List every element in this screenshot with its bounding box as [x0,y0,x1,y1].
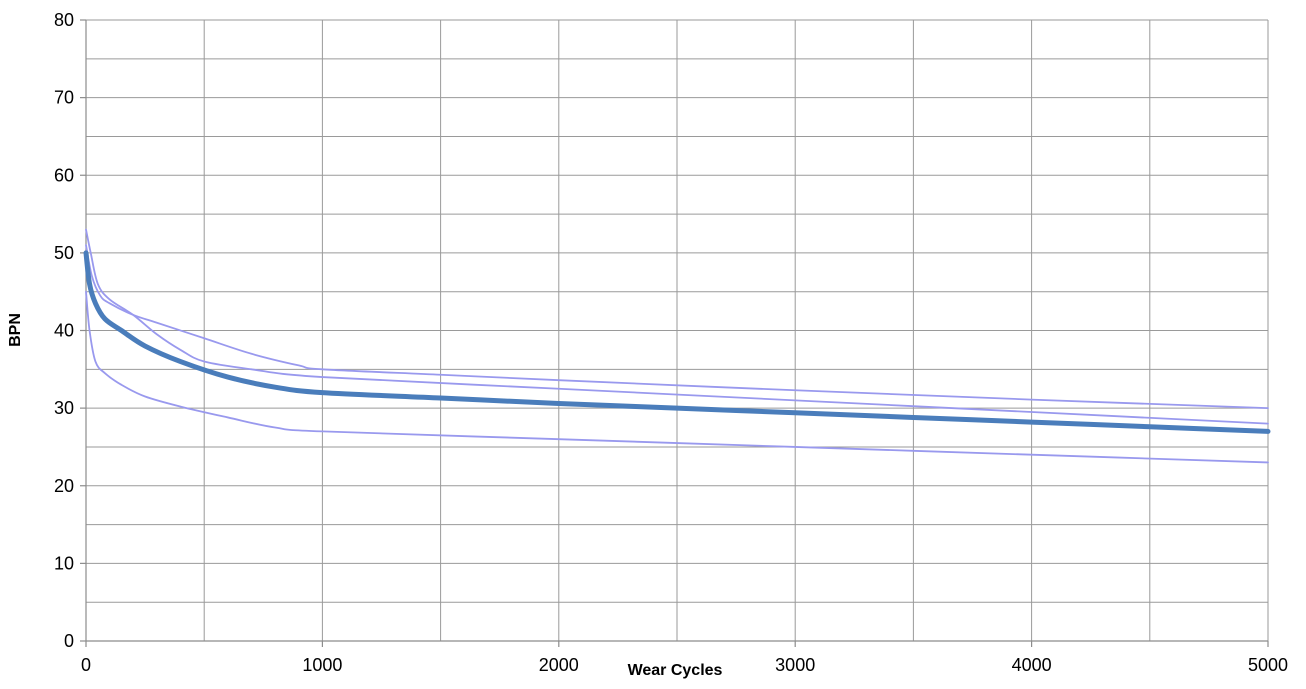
x-tick-label: 5000 [1248,655,1288,675]
y-tick-label: 30 [54,398,74,418]
x-tick-label: 4000 [1012,655,1052,675]
x-axis-title: Wear Cycles [628,662,723,679]
grid [86,19,1269,641]
y-tick-label: 70 [54,88,74,108]
x-tick-label: 3000 [775,655,815,675]
x-tick-label: 0 [81,655,91,675]
series-line-4 [85,290,1269,464]
series-line-1 [85,244,1269,410]
y-tick-label: 0 [64,631,74,651]
tick-labels: 0 10 20 30 40 50 60 70 80 0 1000 2000 3000 4000 5000 [54,10,1288,675]
y-tick-label: 10 [54,553,74,573]
series-line-2 [85,228,1269,425]
axes [80,19,1269,647]
x-tick-label: 2000 [539,655,579,675]
series-line-main [83,250,1271,434]
y-axis-title: BPN [7,313,24,347]
x-tick-label: 1000 [302,655,342,675]
y-tick-label: 80 [54,10,74,30]
y-tick-label: 20 [54,476,74,496]
y-tick-label: 40 [54,321,74,341]
data-series [83,228,1271,464]
y-tick-label: 50 [54,243,74,263]
y-tick-label: 60 [54,165,74,185]
